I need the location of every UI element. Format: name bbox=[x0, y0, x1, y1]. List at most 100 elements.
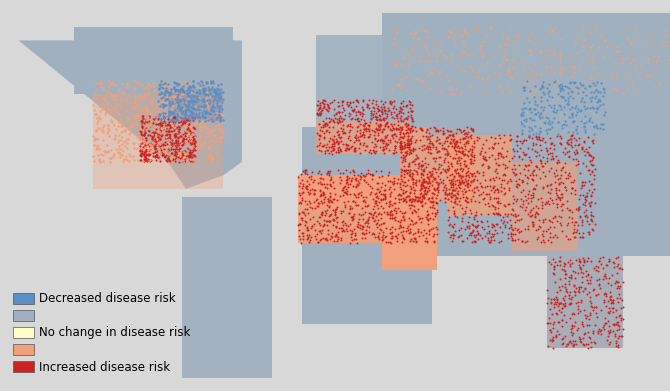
Point bbox=[626, 39, 636, 46]
Point bbox=[526, 109, 537, 115]
Point bbox=[185, 112, 196, 118]
Point bbox=[405, 197, 415, 203]
Point bbox=[398, 233, 409, 240]
Point bbox=[579, 129, 590, 136]
Point bbox=[468, 193, 479, 199]
Point bbox=[132, 145, 143, 151]
Point bbox=[94, 158, 105, 165]
Point bbox=[144, 114, 155, 120]
Point bbox=[456, 150, 467, 156]
Point bbox=[143, 127, 153, 134]
Point bbox=[489, 183, 500, 189]
Point bbox=[109, 122, 120, 129]
Point bbox=[185, 150, 196, 156]
Point bbox=[196, 102, 207, 109]
Point bbox=[183, 115, 194, 121]
Point bbox=[587, 168, 598, 174]
Point bbox=[198, 143, 209, 149]
Point bbox=[600, 275, 611, 282]
Point bbox=[446, 86, 456, 92]
Point bbox=[158, 94, 169, 100]
Point bbox=[440, 169, 451, 175]
Point bbox=[200, 95, 211, 102]
Point bbox=[141, 111, 152, 117]
Point bbox=[403, 122, 413, 128]
Point bbox=[478, 155, 488, 161]
Point bbox=[521, 137, 532, 143]
Point bbox=[571, 341, 582, 347]
Point bbox=[319, 129, 330, 136]
Point bbox=[413, 226, 423, 232]
Point bbox=[314, 121, 325, 127]
Point bbox=[515, 170, 525, 176]
Point bbox=[184, 101, 194, 107]
Point bbox=[405, 136, 415, 142]
Point bbox=[316, 191, 327, 197]
Point bbox=[415, 163, 426, 169]
Point bbox=[192, 110, 202, 117]
Point bbox=[549, 70, 559, 76]
Point bbox=[616, 266, 627, 272]
Point bbox=[463, 51, 474, 57]
Point bbox=[571, 103, 582, 109]
Point bbox=[495, 135, 506, 142]
Point bbox=[310, 205, 321, 212]
Point bbox=[384, 108, 395, 114]
Point bbox=[391, 29, 402, 35]
Point bbox=[367, 215, 378, 221]
Point bbox=[452, 166, 463, 172]
Point bbox=[166, 100, 177, 106]
Point bbox=[418, 184, 429, 190]
Point bbox=[141, 148, 151, 154]
Point bbox=[558, 263, 569, 269]
Point bbox=[105, 81, 116, 88]
Point bbox=[188, 104, 199, 110]
Point bbox=[484, 203, 495, 210]
Point bbox=[579, 257, 590, 263]
Point bbox=[509, 225, 520, 231]
Point bbox=[387, 113, 397, 120]
Point bbox=[180, 78, 190, 84]
Point bbox=[377, 191, 388, 197]
Point bbox=[214, 95, 224, 102]
Point bbox=[347, 143, 358, 149]
Point bbox=[367, 139, 378, 145]
Point bbox=[95, 79, 106, 86]
Point bbox=[212, 84, 222, 91]
Point bbox=[469, 189, 480, 195]
Point bbox=[543, 320, 553, 326]
Point bbox=[519, 207, 530, 213]
Point bbox=[117, 80, 128, 86]
Point bbox=[330, 111, 341, 117]
Point bbox=[180, 158, 190, 164]
Point bbox=[170, 155, 180, 161]
Point bbox=[557, 317, 567, 323]
Point bbox=[131, 95, 142, 101]
Point bbox=[391, 210, 401, 216]
Point bbox=[588, 154, 598, 160]
Point bbox=[139, 152, 149, 159]
Point bbox=[350, 232, 360, 238]
Point bbox=[218, 112, 228, 118]
Point bbox=[295, 221, 306, 228]
Point bbox=[330, 215, 341, 221]
Point bbox=[425, 199, 436, 205]
Point bbox=[445, 184, 456, 190]
Point bbox=[468, 222, 478, 228]
Point bbox=[161, 149, 172, 155]
Point bbox=[180, 154, 191, 160]
Point bbox=[150, 108, 161, 114]
Point bbox=[552, 303, 563, 309]
Point bbox=[429, 158, 440, 164]
Point bbox=[592, 314, 602, 320]
Point bbox=[418, 168, 429, 174]
Point bbox=[317, 128, 328, 135]
Point bbox=[178, 152, 188, 158]
Point bbox=[555, 254, 565, 260]
Point bbox=[473, 230, 484, 237]
Point bbox=[525, 88, 535, 94]
Point bbox=[571, 229, 582, 235]
Point bbox=[525, 106, 535, 113]
Point bbox=[510, 237, 521, 244]
Point bbox=[504, 187, 515, 194]
